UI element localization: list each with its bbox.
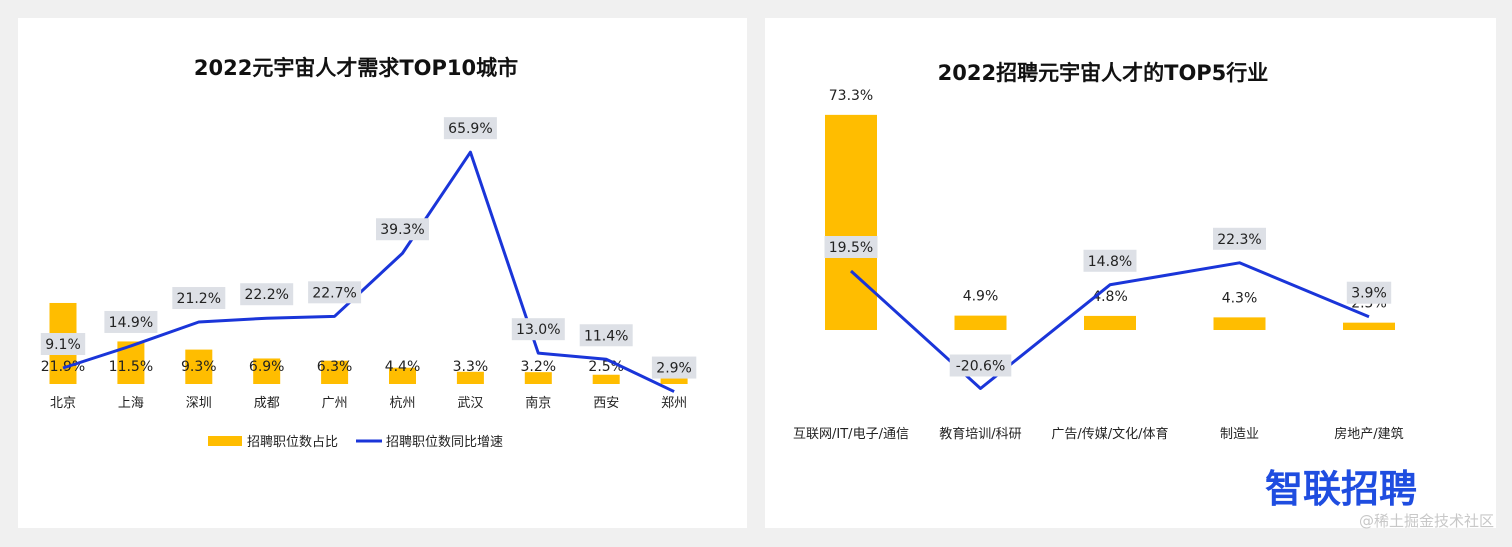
category-label-4: 成都: [254, 396, 280, 411]
bar-label-7: 3.3%: [453, 359, 489, 375]
category-label-1: 北京: [50, 396, 76, 411]
bar-1: [825, 114, 877, 330]
line-label-4: 22.2%: [244, 287, 288, 303]
bar-label-3: 9.3%: [181, 359, 217, 375]
line-label-3: 21.2%: [177, 291, 221, 307]
chart-title: 2022招聘元宇宙人才的TOP5行业: [938, 61, 1269, 85]
bar-10: [660, 376, 688, 384]
category-label-8: 南京: [525, 395, 551, 411]
category-label-10: 郑州: [661, 396, 687, 411]
category-label-6: 杭州: [389, 396, 415, 411]
growth-line: [849, 261, 1370, 390]
bar-5: [321, 360, 349, 384]
bar-label-1: 73.3%: [829, 88, 873, 104]
line-label-3-bg: [1083, 249, 1137, 272]
chart-title: 2022元宇宙人才需求TOP10城市: [194, 56, 518, 80]
category-label-3: 广告/传媒/文化/体育: [1051, 426, 1168, 442]
chart-panel-cities: 2022元宇宙人才需求TOP10城市 21.9% 北京 11.5% 上海 9.3% 深圳 6.…: [18, 18, 747, 528]
line-label-4-bg: [240, 283, 294, 306]
bar-label-4: 4.3%: [1222, 290, 1258, 306]
bar-7: [456, 371, 484, 384]
category-label-5: 房地产/建筑: [1334, 426, 1403, 442]
bar-8: [524, 372, 552, 384]
bar-label-9: 2.5%: [588, 359, 624, 375]
line-label-2: -20.6%: [956, 358, 1006, 374]
bar-label-4: 6.9%: [249, 359, 285, 375]
line-label-4: 22.3%: [1217, 232, 1261, 248]
line-label-6-bg: [376, 218, 429, 241]
line-label-10-bg: [651, 356, 697, 379]
bar-label-5: 6.3%: [317, 359, 353, 375]
bar-label-2: 4.9%: [963, 289, 999, 305]
line-label-3-bg: [172, 287, 226, 310]
legend-bar-label: 招聘职位数占比: [247, 435, 338, 450]
category-label-1: 互联网/IT/电子/通信: [793, 427, 909, 442]
category-label-4: 制造业: [1220, 427, 1259, 442]
category-label-2: 教育培训/科研: [939, 426, 1021, 442]
legend-bar-swatch: [208, 436, 242, 446]
category-label-2: 上海: [118, 396, 144, 411]
line-label-5-bg: [1346, 281, 1392, 304]
industry-chart-svg: 2022招聘元宇宙人才的TOP5行业 73.3% 互联网/IT/电子/通信 4.9% 教…: [793, 61, 1417, 511]
bar-9: [592, 374, 620, 384]
line-label-4-bg: [1213, 227, 1266, 250]
line-label-6: 39.3%: [380, 222, 424, 238]
category-label-7: 武汉: [457, 396, 483, 411]
category-label-9: 西安: [593, 396, 619, 411]
line-label-10: 2.9%: [656, 361, 692, 377]
category-label-3: 深圳: [186, 396, 212, 411]
bar-6: [389, 367, 416, 384]
bar-label-2: 11.5%: [109, 359, 153, 375]
line-label-2: 14.9%: [109, 315, 153, 331]
growth-line: [62, 150, 675, 393]
line-label-8-bg: [511, 318, 565, 341]
brand-logo: 智联招聘: [1265, 467, 1417, 511]
line-label-5-bg: [308, 281, 362, 304]
chart-panel-industries: 2022招聘元宇宙人才的TOP5行业 73.3% 互联网/IT/电子/通信 4.9% 教…: [765, 18, 1496, 528]
line-label-9: 11.4%: [584, 328, 628, 344]
line-label-9-bg: [579, 324, 633, 347]
bar-3: [185, 349, 213, 384]
line-label-7-bg: [443, 117, 497, 140]
bar-2: [954, 315, 1007, 330]
line-label-1: 9.1%: [45, 337, 81, 353]
line-label-3: 14.8%: [1088, 254, 1132, 270]
line-label-5: 22.7%: [312, 285, 356, 301]
bar-label-3: 4.8%: [1092, 289, 1128, 305]
line-label-2-bg: [949, 354, 1012, 377]
bar-label-6: 4.4%: [385, 359, 421, 375]
line-label-7: 65.9%: [448, 121, 492, 137]
line-label-2-bg: [104, 310, 158, 333]
line-label-8: 13.0%: [516, 322, 560, 338]
bar-4: [253, 358, 281, 384]
bar-4: [1213, 317, 1266, 330]
watermark: @稀土掘金技术社区: [1358, 512, 1494, 530]
line-label-1: 19.5%: [829, 240, 873, 256]
category-label-5: 广州: [322, 396, 348, 411]
bar-label-8: 3.2%: [521, 359, 557, 375]
line-label-5: 3.9%: [1351, 286, 1387, 302]
bar-5: [1343, 322, 1395, 330]
city-chart-svg: 2022元宇宙人才需求TOP10城市21.9%北京11.5%上海9.3%深圳6.…: [40, 56, 697, 450]
line-label-1-bg: [824, 236, 878, 258]
line-label-1-bg: [40, 333, 86, 355]
bar-3: [1084, 315, 1136, 330]
legend-line-label: 招聘职位数同比增速: [386, 435, 503, 450]
